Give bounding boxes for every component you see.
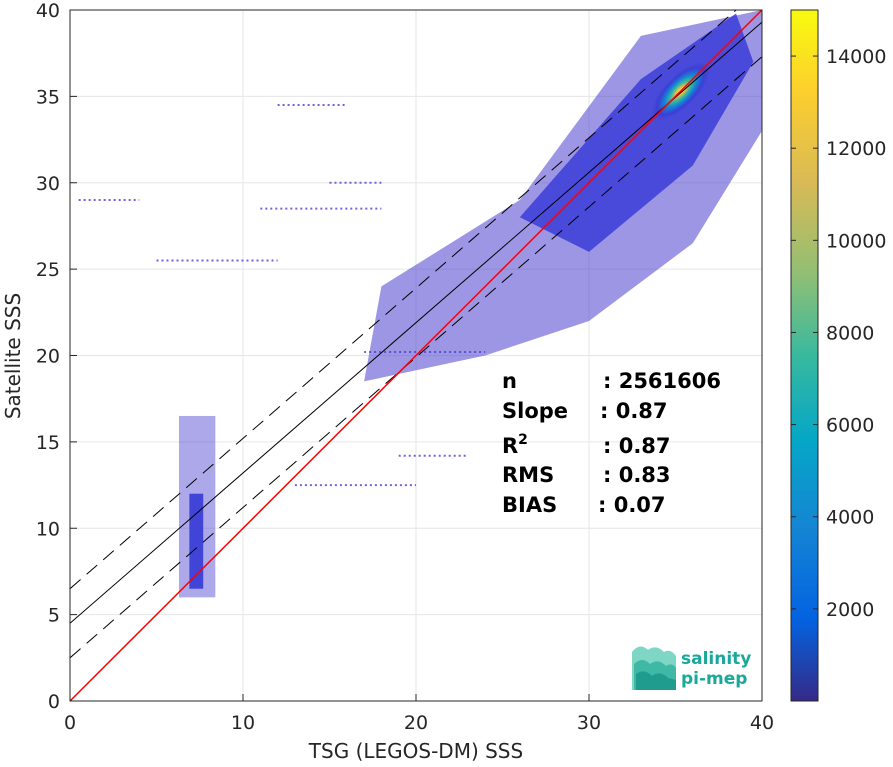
y-tick-label: 10 [36, 518, 60, 540]
y-tick-label: 30 [36, 173, 60, 195]
stat-value: : 0.83 [603, 463, 671, 487]
colorbar-tick-label: 6000 [826, 415, 874, 437]
colorbar: 2000 4000 6000 8000 10000 12000 14000 [790, 9, 886, 702]
stat-value: : 2561606 [603, 369, 721, 393]
x-tick-label: 20 [404, 712, 428, 734]
x-tick-label: 10 [231, 712, 255, 734]
y-tick-label: 40 [36, 0, 60, 22]
stat-value: : 0.87 [600, 399, 668, 423]
y-tick-label: 35 [36, 86, 60, 108]
salinity-pimep-logo: salinity pi-mep [632, 646, 751, 690]
lines-layer [70, 10, 762, 701]
stat-label: BIAS [502, 493, 557, 517]
colorbar-tick-label: 4000 [826, 507, 874, 529]
colorbar-tick-label: 8000 [826, 322, 874, 344]
y-tick-label: 20 [36, 346, 60, 368]
regression-fit-line [70, 21, 762, 624]
density-layer [78, 10, 762, 598]
x-axis-label: TSG (LEGOS-DM) SSS [308, 739, 523, 763]
logo-line2: pi-mep [681, 669, 747, 689]
y-axis-label: Satellite SSS [1, 293, 25, 419]
y-tick-label: 5 [48, 605, 60, 627]
colorbar-tick-label: 12000 [826, 138, 886, 160]
identity-line [70, 10, 762, 701]
stat-label: RMS [502, 463, 554, 487]
stat-value: : 0.07 [598, 493, 666, 517]
logo-line1: salinity [681, 649, 751, 669]
y-tick-label: 25 [36, 259, 60, 281]
colorbar-tick-label: 10000 [826, 230, 886, 252]
colorbar-gradient [790, 9, 819, 702]
y-tick-label: 0 [48, 691, 60, 713]
colorbar-ticks: 2000 4000 6000 8000 10000 12000 14000 [791, 46, 886, 621]
colorbar-tick-label: 14000 [826, 46, 886, 68]
x-tick-label: 40 [750, 712, 774, 734]
stat-label: Slope [502, 399, 568, 423]
x-tick-label: 30 [577, 712, 601, 734]
y-tick-label: 15 [36, 432, 60, 454]
wave-logo-icon [632, 646, 676, 690]
stat-label: n [502, 369, 517, 393]
stat-value: : 0.87 [603, 434, 671, 458]
colorbar-tick-label: 2000 [826, 599, 874, 621]
axis-ticks: 0 10 20 30 40 0 5 10 15 20 25 30 35 40 [36, 0, 774, 734]
density-region-low-core [189, 493, 204, 589]
x-tick-label: 0 [64, 712, 76, 734]
